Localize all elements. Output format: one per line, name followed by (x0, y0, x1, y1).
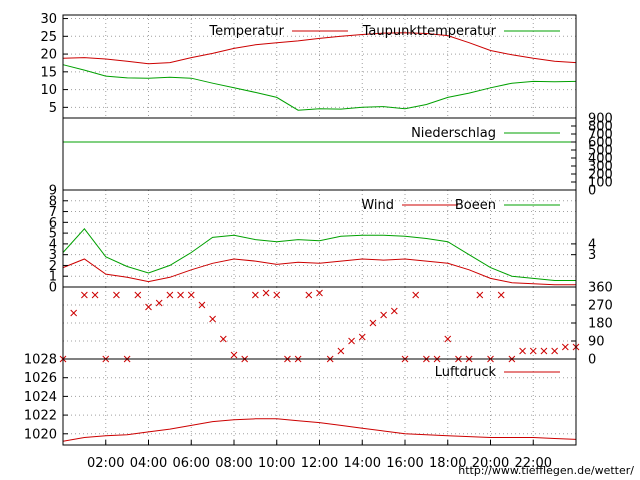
wind-direction-point (348, 337, 355, 345)
y-tick-label-right: 0 (588, 353, 596, 368)
y-tick-label-left: 1020 (24, 427, 57, 442)
wind-direction-point (412, 291, 420, 299)
y-tick-label-left: 10 (40, 83, 57, 98)
wind-direction-point (337, 347, 345, 355)
y-tick-label-right: 600 (588, 136, 613, 151)
y-tick-label-right: 270 (588, 299, 613, 314)
y-tick-label-left: 25 (40, 30, 57, 45)
wind-direction-point (219, 335, 227, 343)
legend-niederschlag-label: Niederschlag (411, 126, 496, 141)
wind-direction-point (444, 335, 452, 343)
y-tick-label-right: 4 (588, 237, 596, 252)
y-tick-label-left: 1024 (24, 390, 57, 405)
y-tick-label-left: 1028 (24, 353, 57, 368)
x-tick-label: 08:00 (215, 456, 252, 471)
y-tick-label-left: 4 (49, 237, 57, 252)
series-wind (62, 258, 576, 286)
y-tick-label-right: 3 (588, 248, 596, 263)
panel-frame (62, 14, 577, 119)
y-tick-label-right: 180 (588, 317, 613, 332)
x-tick-label: 12:00 (301, 456, 338, 471)
y-tick-label-right: 300 (588, 160, 613, 175)
y-tick-label-right: 700 (588, 128, 613, 143)
x-tick-label: 06:00 (173, 456, 210, 471)
wind-direction-point (70, 309, 78, 317)
wind-direction-point (252, 291, 259, 299)
y-tick-label-left: 1022 (24, 409, 57, 424)
y-tick-label-left: 0 (49, 281, 57, 296)
y-tick-label-left: 5 (49, 227, 57, 242)
y-tick-label-left: 1026 (24, 371, 57, 386)
wind-direction-point (551, 347, 558, 355)
wind-direction-point (209, 315, 216, 323)
panel-frame (62, 117, 577, 191)
series-taupunkttemperatur (62, 64, 577, 111)
legend-temperatur-label: Temperatur (208, 24, 284, 39)
wind-direction-point (187, 291, 195, 299)
y-tick-label-left: 6 (49, 216, 57, 231)
x-tick-label: 14:00 (344, 456, 381, 471)
wind-direction-point (561, 343, 569, 351)
legend-wind-label: Wind (361, 198, 394, 213)
x-tick-label: 04:00 (130, 456, 167, 471)
y-tick-label-right: 100 (588, 176, 613, 191)
series-temperatur (62, 32, 577, 65)
wind-direction-point (316, 289, 323, 297)
x-tick-label: 20:00 (472, 456, 509, 471)
wind-direction-point (497, 291, 505, 299)
y-tick-label-left: 2 (49, 259, 57, 274)
wind-direction-point (529, 347, 537, 355)
x-tick-label: 16:00 (386, 456, 423, 471)
wind-direction-point (380, 311, 387, 319)
y-tick-label-right: 800 (588, 120, 613, 135)
wind-direction-point (91, 291, 99, 299)
y-tick-label-left: 8 (49, 194, 57, 209)
wind-direction-point (198, 301, 206, 309)
y-tick-label-right: 500 (588, 144, 613, 159)
legend-luftdruck-label: Luftdruck (435, 365, 497, 380)
wind-direction-point (273, 291, 281, 299)
legend-boeen-label: Boeen (455, 198, 496, 213)
y-tick-label-right: 0 (588, 184, 596, 199)
wind-direction-point (134, 291, 142, 299)
y-tick-label-left: 1 (49, 270, 57, 285)
y-tick-label-right: 200 (588, 168, 613, 183)
wind-direction-point (81, 291, 88, 299)
x-tick-label: 18:00 (429, 456, 466, 471)
wind-direction-point (166, 291, 174, 299)
wind-direction-point (476, 291, 484, 299)
y-tick-label-left: 20 (40, 48, 57, 63)
x-tick-label: 02:00 (87, 456, 124, 471)
y-tick-label-left: 7 (49, 205, 57, 220)
wind-direction-point (358, 333, 366, 341)
wind-direction-point (540, 347, 548, 355)
wind-direction-point (155, 299, 163, 307)
wind-direction-point (369, 319, 377, 327)
y-tick-label-left: 9 (49, 184, 57, 199)
y-tick-label-left: 3 (49, 248, 57, 263)
series-boeen (62, 228, 576, 281)
y-tick-label-right: 360 (588, 281, 613, 296)
y-tick-label-right: 400 (588, 152, 613, 167)
wind-direction-point (262, 289, 270, 297)
y-tick-label-left: 5 (49, 101, 57, 116)
wind-direction-point (390, 307, 398, 315)
wind-direction-point (230, 351, 238, 359)
wind-direction-point (145, 303, 152, 311)
x-tick-label: 10:00 (258, 456, 295, 471)
wind-direction-point (519, 347, 526, 355)
y-tick-label-right: 900 (588, 112, 613, 127)
credit-link[interactable]: http://www.tiefflegen.de/wetter/ (458, 464, 634, 477)
y-tick-label-left: 15 (40, 65, 57, 80)
wind-direction-point (177, 291, 184, 299)
y-tick-label-left: 30 (40, 12, 57, 27)
x-tick-label: 22:00 (515, 456, 552, 471)
wind-direction-point (113, 291, 120, 299)
legend-taupunkttemperatur-label: Taupunkttemperatur (362, 24, 497, 39)
wind-direction-point (305, 291, 313, 299)
y-tick-label-right: 90 (588, 335, 605, 350)
series-luftdruck (62, 418, 577, 442)
